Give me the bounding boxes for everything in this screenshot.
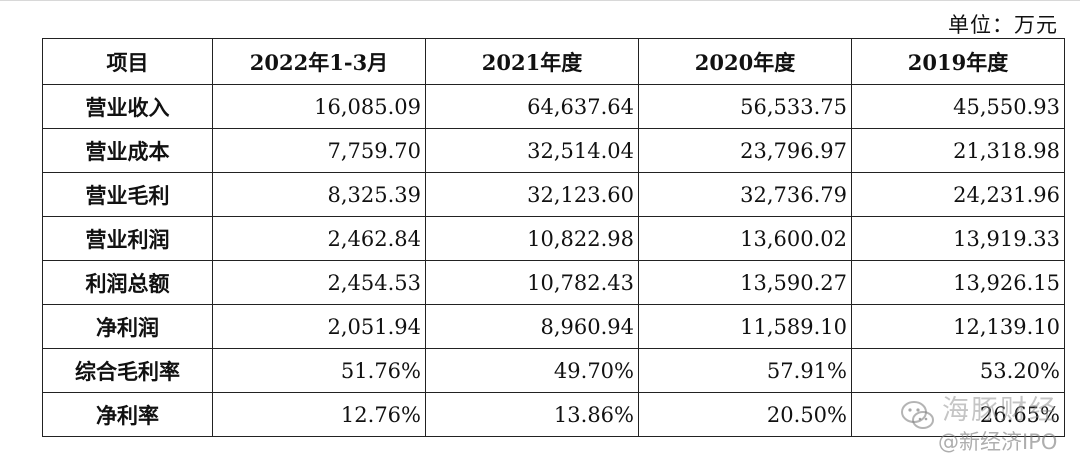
table-cell: 2,454.53 [212,260,426,305]
table-cell: 32,123.60 [425,172,639,217]
table-row: 净利率 12.76% 13.86% 20.50% 26.65% [42,392,1065,437]
table-cell: 23,796.97 [638,128,852,173]
table-row: 利润总额 2,454.53 10,782.43 13,590.27 13,926… [42,260,1065,305]
header-item: 项目 [42,38,213,85]
row-label: 营业收入 [42,84,213,129]
table-header-row: 项目 2022年1-3月 2021年度 2020年度 2019年度 [42,38,1065,85]
table-cell: 13,919.33 [851,216,1065,261]
row-label: 净利润 [42,304,213,349]
table-cell: 13.86% [425,392,639,437]
table-cell: 12,139.10 [851,304,1065,349]
table-cell: 26.65% [851,392,1065,437]
table-cell: 21,318.98 [851,128,1065,173]
table-cell: 51.76% [212,348,426,393]
table-cell: 8,960.94 [425,304,639,349]
table-row: 营业利润 2,462.84 10,822.98 13,600.02 13,919… [42,216,1065,261]
table-row: 营业成本 7,759.70 32,514.04 23,796.97 21,318… [42,128,1065,173]
table-cell: 57.91% [638,348,852,393]
table-cell: 13,926.15 [851,260,1065,305]
table-row: 净利润 2,051.94 8,960.94 11,589.10 12,139.1… [42,304,1065,349]
table-cell: 32,514.04 [425,128,639,173]
table-cell: 11,589.10 [638,304,852,349]
table-cell: 45,550.93 [851,84,1065,129]
table-cell: 10,782.43 [425,260,639,305]
table-cell: 12.76% [212,392,426,437]
row-label: 净利率 [42,392,213,437]
table-cell: 10,822.98 [425,216,639,261]
table-cell: 56,533.75 [638,84,852,129]
table-cell: 2,462.84 [212,216,426,261]
table-cell: 13,600.02 [638,216,852,261]
row-label: 营业毛利 [42,172,213,217]
table-row: 营业收入 16,085.09 64,637.64 56,533.75 45,55… [42,84,1065,129]
financial-table: 项目 2022年1-3月 2021年度 2020年度 2019年度 营业收入 1… [42,38,1065,437]
table-cell: 32,736.79 [638,172,852,217]
header-2022-q1: 2022年1-3月 [212,38,426,85]
row-label: 利润总额 [42,260,213,305]
table-row: 营业毛利 8,325.39 32,123.60 32,736.79 24,231… [42,172,1065,217]
unit-label: 单位：万元 [948,13,1058,37]
row-label: 营业利润 [42,216,213,261]
table-cell: 49.70% [425,348,639,393]
table-cell: 16,085.09 [212,84,426,129]
table-cell: 64,637.64 [425,84,639,129]
table-cell: 7,759.70 [212,128,426,173]
table-cell: 2,051.94 [212,304,426,349]
header-2020: 2020年度 [638,38,852,85]
table-cell: 53.20% [851,348,1065,393]
table-row: 综合毛利率 51.76% 49.70% 57.91% 53.20% [42,348,1065,393]
top-rule [0,0,1080,1]
table-cell: 20.50% [638,392,852,437]
row-label: 营业成本 [42,128,213,173]
table-cell: 13,590.27 [638,260,852,305]
header-2021: 2021年度 [425,38,639,85]
row-label: 综合毛利率 [42,348,213,393]
table-cell: 24,231.96 [851,172,1065,217]
table-cell: 8,325.39 [212,172,426,217]
header-2019: 2019年度 [851,38,1065,85]
